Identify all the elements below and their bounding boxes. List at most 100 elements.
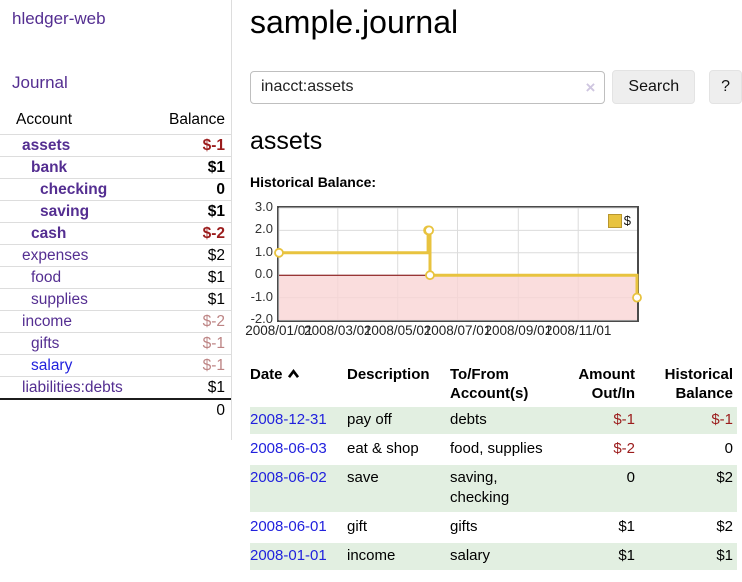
search-row: × Search ? [250,70,742,104]
x-axis-tick-label: 2008/05/01 [363,323,432,338]
account-balance: $-2 [202,313,225,330]
account-row-expenses: expenses $2 [0,244,231,267]
register-header-date[interactable]: Date [250,365,347,405]
account-link[interactable]: cash [31,225,67,242]
account-row-salary: salary $-1 [0,354,231,377]
account-balance: $-2 [202,225,225,242]
account-link[interactable]: assets [22,137,71,154]
transaction-balance: $-1 [639,407,737,434]
register-table: Date Description To/From Account(s) Amou… [250,363,737,572]
register-row: 2008-06-03 eat & shop food, supplies $-2… [250,436,737,463]
transaction-date-link[interactable]: 2008-06-01 [250,518,327,535]
transaction-description: eat & shop [347,440,419,457]
transaction-balance: $2 [639,465,737,512]
y-axis-tick-label: 0.0 [254,266,273,282]
account-link[interactable]: liabilities:debts [22,379,123,396]
transaction-amount: $1 [558,543,639,570]
account-row-income: income $-2 [0,310,231,333]
register-row: 2008-06-02 save saving, checking 0 $2 [250,465,737,512]
chart-plot-area[interactable]: $ [274,206,642,322]
transaction-accounts: salary [450,543,558,570]
clear-search-icon[interactable]: × [585,77,596,97]
search-input[interactable] [261,78,586,96]
x-axis-tick-label: 2008/01/01 [245,323,313,338]
transaction-accounts: food, supplies [450,440,543,457]
account-link[interactable]: expenses [22,247,89,264]
account-link[interactable]: bank [31,159,68,176]
register-header-description: Description [347,366,430,383]
account-balance: $-1 [202,137,225,154]
accounts-header-account: Account [16,111,73,128]
transaction-amount: $-2 [613,440,635,457]
account-row-gifts: gifts $-1 [0,332,231,355]
sort-ascending-icon [287,369,299,378]
sidebar: hledger-web Journal Account Balance asse… [0,0,232,440]
transaction-description: save [347,465,450,512]
transaction-date-link[interactable]: 2008-01-01 [250,547,327,564]
register-header-amount: Amount Out/In [578,366,635,402]
account-link[interactable]: gifts [31,335,60,352]
transaction-date-link[interactable]: 2008-12-31 [250,411,327,428]
sidebar-item-journal[interactable]: Journal [12,73,68,92]
account-balance: $1 [207,269,225,286]
register-row: 2008-01-01 income salary $1 $1 [250,543,737,570]
app-title-link[interactable]: hledger-web [12,9,106,28]
account-link[interactable]: saving [40,203,90,220]
account-balance: $1 [207,159,225,176]
account-link[interactable]: salary [31,357,73,374]
register-row: 2008-12-31 pay off debts $-1 $-1 [250,407,737,434]
account-balance: $-1 [202,335,225,352]
transaction-balance: 0 [724,440,733,457]
x-axis-tick-label: 2008/07/01 [423,323,492,338]
account-link[interactable]: checking [40,181,108,198]
account-row-checking: checking 0 [0,178,231,201]
account-balance: $1 [207,291,225,308]
account-row-bank: bank $1 [0,156,231,179]
y-axis-tick-label: 2.0 [254,221,273,237]
transaction-date-link[interactable]: 2008-06-03 [250,440,327,457]
y-axis-tick-label: -2.0 [250,311,273,326]
account-balance: $-1 [202,357,225,374]
account-row-liabilities-debts: liabilities:debts $1 [0,376,231,400]
chart-title: Historical Balance: [250,174,377,190]
register-header-accounts: To/From Account(s) [450,366,529,402]
transaction-accounts: debts [450,407,558,434]
y-axis-tick-label: 3.0 [254,199,273,214]
transaction-accounts: saving, checking [450,465,558,512]
y-axis-tick-label: -1.0 [250,288,273,304]
accounts-header-balance: Balance [168,111,225,128]
transaction-date-link[interactable]: 2008-06-02 [250,469,327,486]
x-axis-tick-label: 2008/11/01 [544,323,612,338]
transaction-balance: $1 [639,543,737,570]
main-content: sample.journal × Search ? assets Histori… [245,0,742,572]
legend-label: $ [623,213,631,228]
transaction-description: gift [347,518,368,535]
transaction-accounts: gifts [450,518,478,535]
chart-canvas [274,207,642,321]
account-link[interactable]: supplies [31,291,88,308]
accounts-total: 0 [216,402,225,419]
account-balance: 0 [216,181,225,198]
transaction-description: pay off [347,407,450,434]
account-row-food: food $1 [0,266,231,289]
account-link[interactable]: food [31,269,62,286]
account-link[interactable]: income [22,313,72,330]
historical-balance-chart: $ 3.0 2.0 1.0 0.0 -1.0 -2.0 2008/01/01 2008/03/… [245,199,742,341]
transaction-balance: $2 [716,518,733,535]
y-axis-tick-label: 1.0 [254,243,273,259]
register-header-balance: Historical Balance [664,366,733,402]
chart-legend: $ [607,213,631,228]
transaction-amount: $-1 [558,407,639,434]
register-header-row: Date Description To/From Account(s) Amou… [250,365,737,405]
search-button[interactable]: Search [612,70,696,104]
account-row-cash: cash $-2 [0,222,231,245]
accounts-total-row: 0 [0,399,231,421]
help-button[interactable]: ? [709,70,742,104]
account-balance: $1 [207,379,225,396]
transaction-description: income [347,543,450,570]
transaction-amount: $1 [618,518,635,535]
x-axis-tick-label: 2008/03/01 [304,323,372,338]
account-balance: $2 [207,247,225,264]
account-row-assets: assets $-1 [0,134,231,157]
register-row: 2008-06-01 gift gifts $1 $2 [250,514,737,541]
